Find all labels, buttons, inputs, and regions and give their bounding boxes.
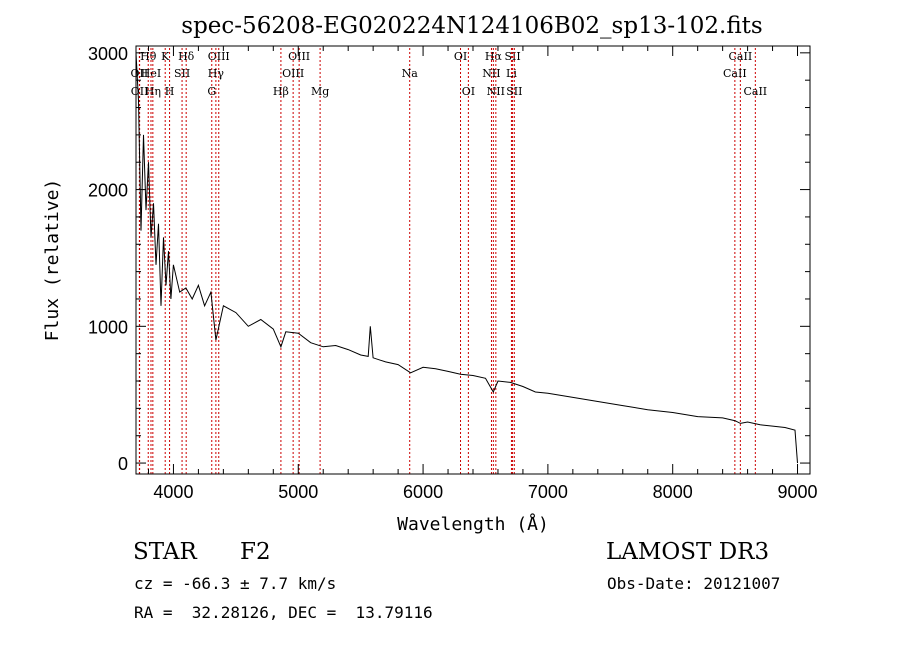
line-label: SII <box>174 67 190 80</box>
line-label: OI <box>462 85 475 98</box>
y-tick-label: 1000 <box>88 317 128 337</box>
x-tick-label: 7000 <box>528 482 568 502</box>
line-label: Hδ <box>178 50 195 63</box>
line-label: Hβ <box>273 85 289 98</box>
survey-label: LAMOST DR3 <box>606 539 770 565</box>
x-tick-label: 4000 <box>153 482 193 502</box>
y-axis-label: Flux (relative) <box>42 179 63 342</box>
line-label: H <box>165 85 175 98</box>
line-label: NII <box>482 67 500 80</box>
chart-title: spec-56208-EG020224N124106B02_sp13-102.f… <box>181 13 762 39</box>
x-tick-label: 9000 <box>777 482 817 502</box>
y-tick-label: 3000 <box>88 44 128 64</box>
series-flux <box>135 52 798 464</box>
obs-date-text: Obs-Date: 20121007 <box>607 574 781 593</box>
line-label: Na <box>402 67 419 80</box>
redshift-text: cz = -66.3 ± 7.7 km/s <box>134 574 337 593</box>
x-tick-label: 5000 <box>278 482 318 502</box>
line-label: Hα <box>485 50 503 63</box>
line-label: Hη <box>145 85 161 98</box>
line-label: CaII <box>743 85 767 98</box>
line-label: CaII <box>723 67 747 80</box>
line-label: G <box>207 85 216 98</box>
line-label: SII <box>506 85 522 98</box>
line-label: CaII <box>729 50 753 63</box>
object-subclass: F2 <box>240 539 271 565</box>
line-label: NII <box>487 85 505 98</box>
coords-text: RA = 32.28126, DEC = 13.79116 <box>134 603 433 622</box>
line-label: Hγ <box>208 67 225 80</box>
x-tick-label: 8000 <box>653 482 693 502</box>
line-label: OIII <box>288 50 310 63</box>
line-label: Li <box>506 67 517 80</box>
line-label: Hθ <box>140 50 157 63</box>
y-tick-label: 2000 <box>88 181 128 201</box>
line-label: K <box>161 50 170 63</box>
y-tick-label: 0 <box>118 454 128 474</box>
line-label: Mg <box>311 85 329 98</box>
object-class: STAR <box>133 539 197 565</box>
line-label: OI <box>454 50 467 63</box>
line-label: SII <box>504 50 520 63</box>
line-label: OIII <box>208 50 230 63</box>
line-label: HeI <box>141 67 161 80</box>
x-tick-label: 6000 <box>403 482 443 502</box>
plot-frame <box>135 45 811 475</box>
line-label: OII <box>131 85 149 98</box>
x-axis-label: Wavelength (Å) <box>397 513 549 535</box>
line-label: OIII <box>282 67 304 80</box>
